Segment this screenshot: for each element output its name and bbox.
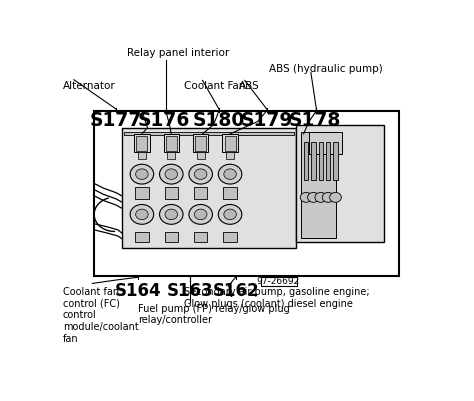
Bar	[135, 188, 148, 199]
Circle shape	[189, 165, 212, 184]
Bar	[296, 125, 384, 243]
Bar	[194, 188, 207, 199]
Circle shape	[194, 210, 207, 220]
Bar	[164, 188, 178, 199]
Text: Coolant Fan: Coolant Fan	[184, 81, 246, 91]
Bar	[137, 136, 147, 151]
Bar	[122, 128, 296, 249]
Circle shape	[322, 193, 334, 203]
Circle shape	[130, 205, 154, 225]
Bar	[193, 135, 209, 153]
Circle shape	[160, 165, 183, 184]
Circle shape	[308, 193, 319, 203]
Bar	[124, 132, 294, 136]
Bar	[311, 142, 316, 181]
Text: S162: S162	[212, 281, 259, 299]
Bar	[319, 142, 323, 181]
Circle shape	[315, 193, 327, 203]
Bar	[138, 152, 146, 159]
Bar	[94, 111, 399, 277]
Text: Coolant fan
control (FC)
control
module/coolant
fan: Coolant fan control (FC) control module/…	[63, 286, 139, 343]
Text: ABS (hydraulic pump): ABS (hydraulic pump)	[269, 63, 383, 73]
Bar	[197, 152, 205, 159]
Bar	[164, 233, 178, 243]
Circle shape	[224, 170, 237, 180]
Text: S180: S180	[193, 111, 245, 130]
Bar	[333, 142, 337, 181]
Bar	[223, 188, 237, 199]
Circle shape	[160, 205, 183, 225]
Bar	[326, 142, 330, 181]
Text: S176: S176	[138, 111, 190, 130]
Circle shape	[300, 193, 312, 203]
Circle shape	[165, 170, 178, 180]
Bar	[167, 152, 175, 159]
Circle shape	[130, 165, 154, 184]
Bar	[166, 136, 177, 151]
Bar	[223, 233, 237, 243]
Text: S179: S179	[240, 111, 293, 130]
Text: Secondary air pump, gasoline engine;
Glow plugs (coolant) diesel engine: Secondary air pump, gasoline engine; Glo…	[184, 286, 370, 308]
Bar	[222, 135, 238, 153]
Text: S164: S164	[115, 281, 162, 299]
Circle shape	[219, 205, 242, 225]
Text: S178: S178	[288, 111, 341, 130]
Bar	[309, 133, 342, 155]
Bar	[135, 233, 148, 243]
Circle shape	[136, 170, 148, 180]
Text: Relay panel interior: Relay panel interior	[127, 47, 229, 57]
Bar	[301, 133, 336, 238]
Bar	[261, 277, 297, 286]
Circle shape	[136, 210, 148, 220]
Circle shape	[219, 165, 242, 184]
Bar	[225, 136, 236, 151]
Bar	[226, 152, 234, 159]
Bar	[164, 135, 179, 153]
Circle shape	[165, 210, 178, 220]
Bar	[194, 233, 207, 243]
Text: Alternator: Alternator	[63, 81, 116, 91]
Bar	[134, 135, 150, 153]
Bar	[195, 136, 206, 151]
Text: ABS: ABS	[239, 81, 260, 91]
Circle shape	[224, 210, 237, 220]
Circle shape	[189, 205, 212, 225]
Text: S177: S177	[90, 111, 142, 130]
Circle shape	[194, 170, 207, 180]
Text: 97-26692: 97-26692	[256, 277, 300, 286]
Bar	[304, 142, 308, 181]
Text: S163: S163	[166, 281, 213, 299]
Circle shape	[329, 193, 341, 203]
Text: Fuel pump (FP) relay/glow plug
relay/controller: Fuel pump (FP) relay/glow plug relay/con…	[138, 303, 290, 324]
